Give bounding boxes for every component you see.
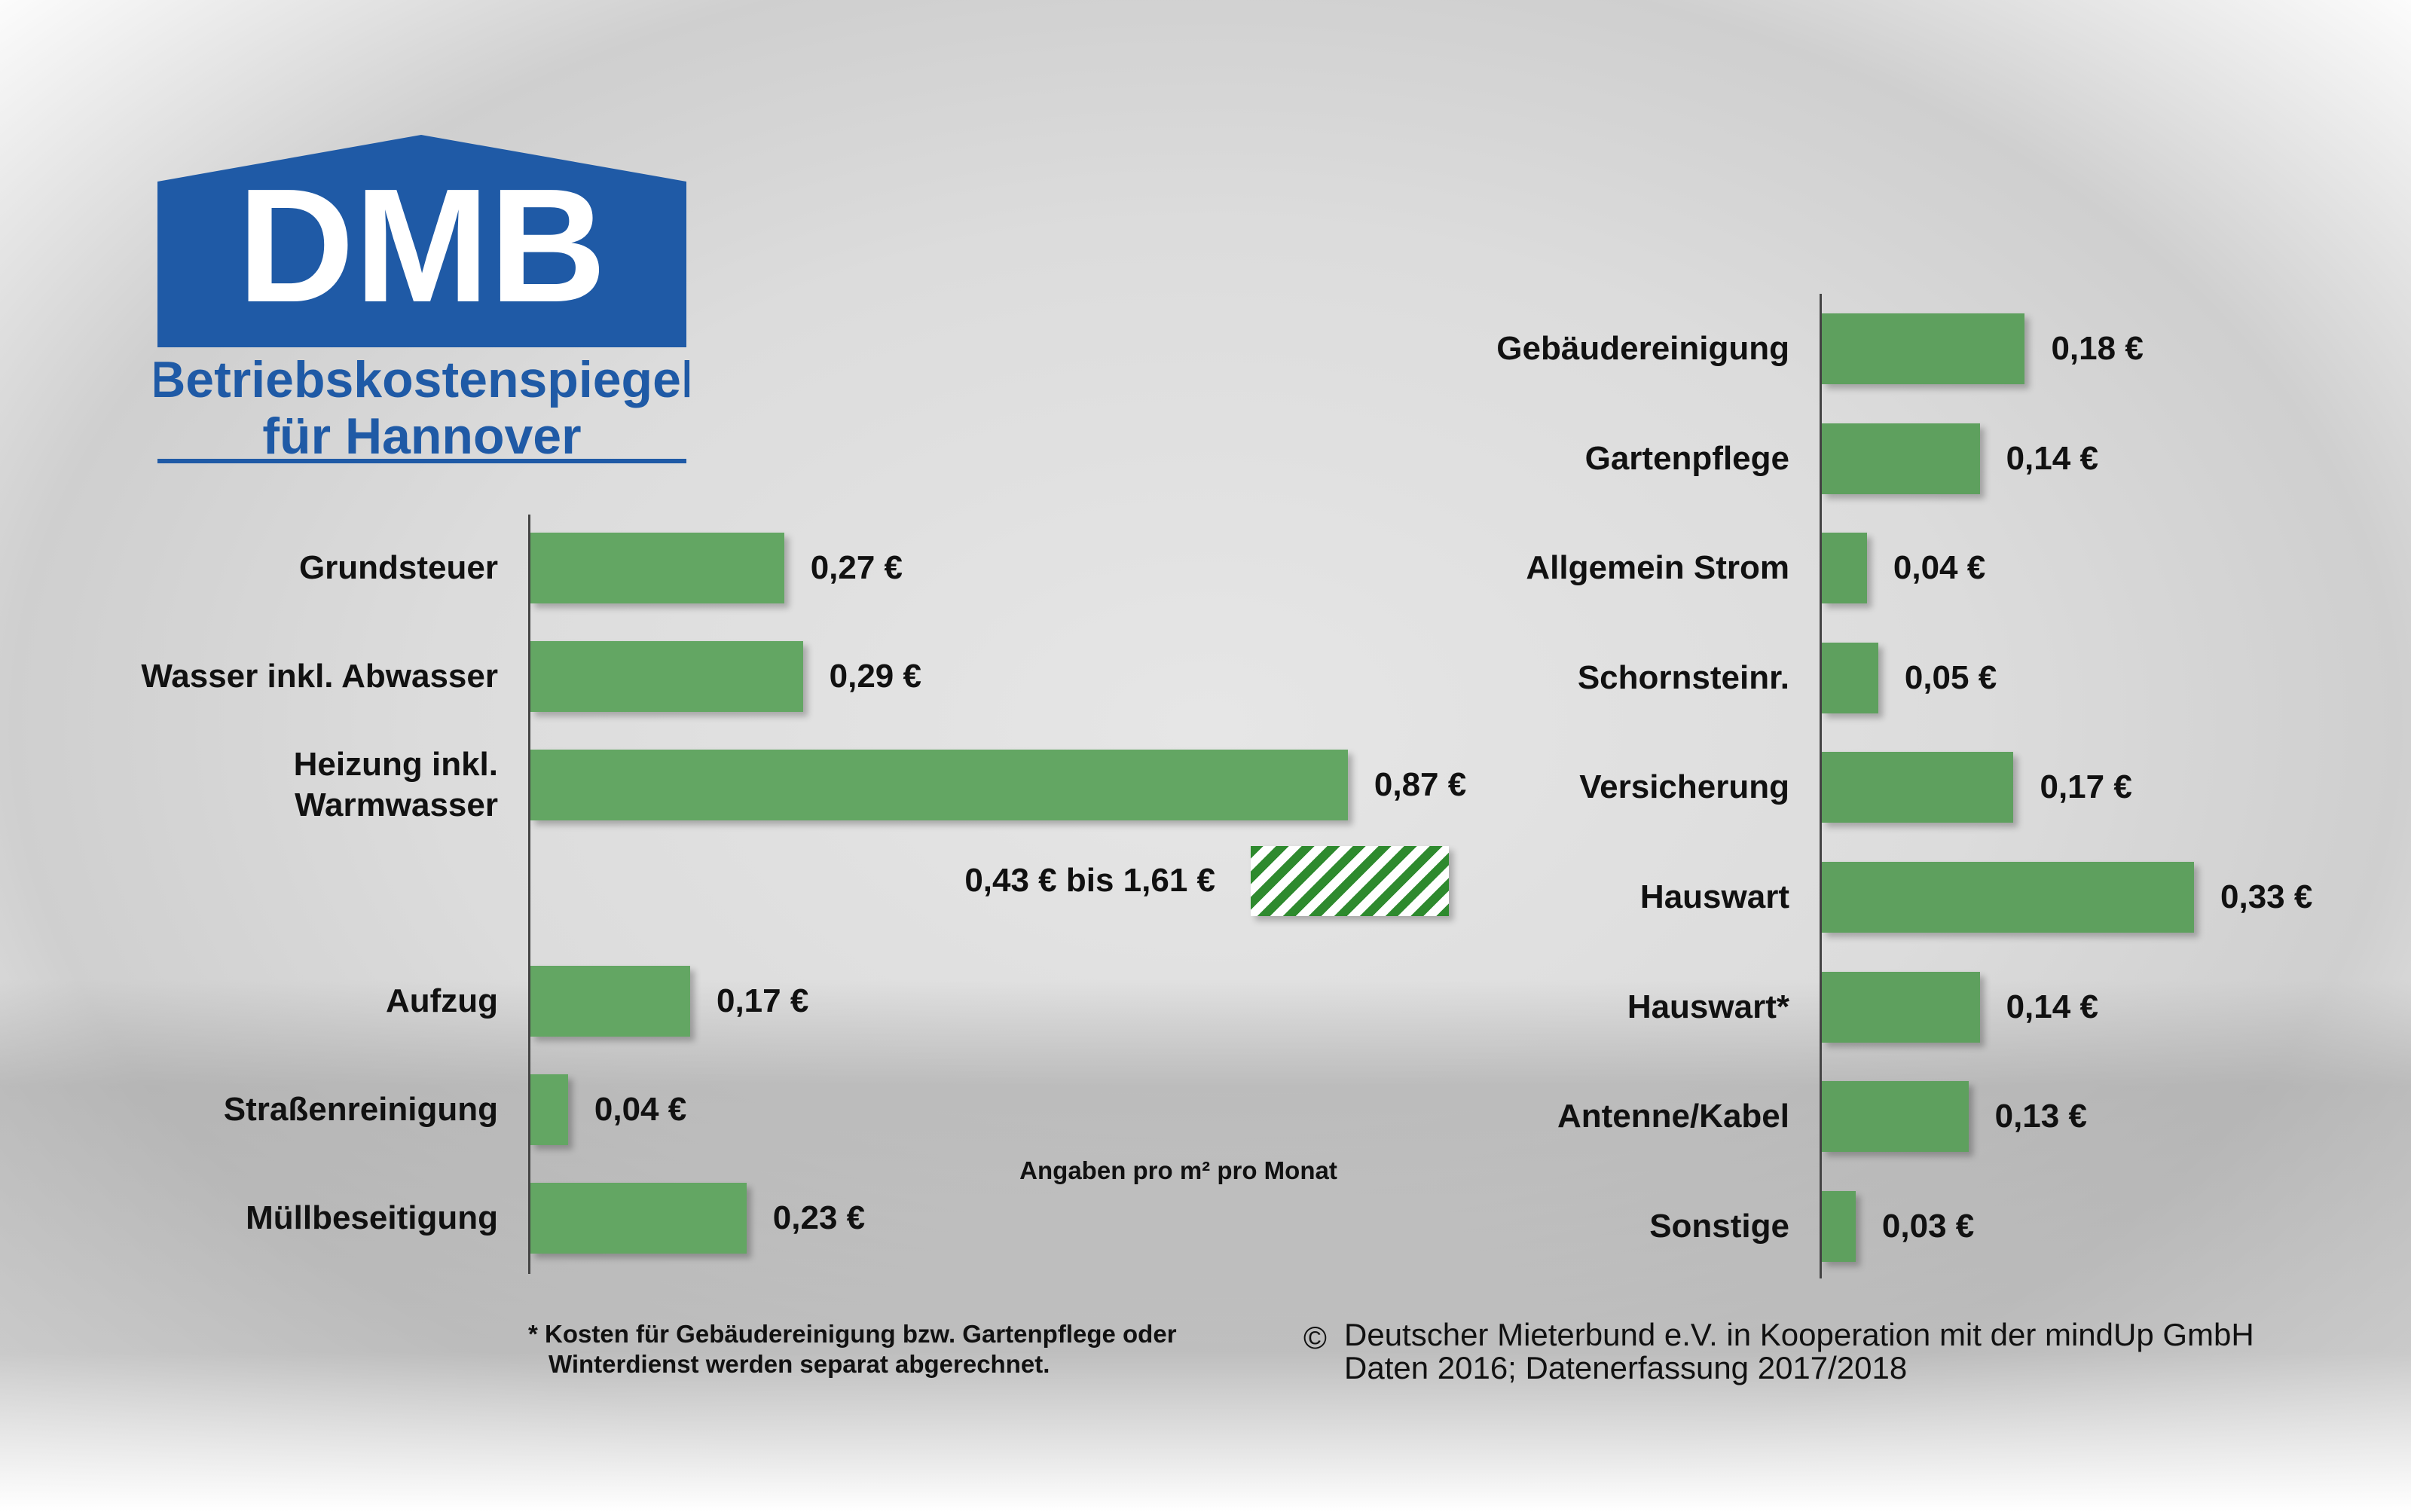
- category-label: Gartenpflege: [1584, 439, 1789, 477]
- category-label: Müllbeseitigung: [246, 1199, 498, 1236]
- value-label: 0,13 €: [1994, 1098, 2087, 1135]
- category-label: Wasser inkl. Abwasser: [141, 658, 498, 695]
- bar: [530, 1074, 568, 1145]
- category-label: Sonstige: [1649, 1207, 1789, 1245]
- category-label: Versicherung: [1579, 768, 1789, 806]
- logo-title: Betriebskostenspiegel: [154, 351, 689, 408]
- bar: [1822, 313, 2025, 384]
- category-label: Grundsteuer: [298, 549, 498, 586]
- category-label: Allgemein Strom: [1526, 549, 1789, 587]
- value-label: 0,14 €: [2006, 439, 2098, 477]
- background-roof: [0, 979, 2411, 1512]
- bar: [1822, 423, 1980, 494]
- bar: [1822, 752, 2014, 823]
- logo-subtitle: für Hannover: [262, 408, 581, 465]
- value-label: 0,27 €: [810, 549, 903, 586]
- value-label: 0,23 €: [772, 1199, 866, 1236]
- logo: DMB Betriebskostenspiegel für Hannover: [154, 135, 689, 465]
- bar: [1822, 1081, 1969, 1153]
- category-label: Schornsteinr.: [1577, 658, 1789, 696]
- value-label: 0,29 €: [829, 658, 921, 695]
- copyright-symbol: ©: [1303, 1320, 1327, 1355]
- bar: [1822, 971, 1980, 1043]
- value-label: 0,18 €: [2051, 330, 2144, 367]
- bar: [1822, 1190, 1856, 1262]
- category-label: Hauswart*: [1627, 988, 1789, 1025]
- logo-underline: [157, 459, 686, 463]
- bar: [1822, 642, 1878, 713]
- source-line: Deutscher Mieterbund e.V. in Kooperation…: [1344, 1317, 2254, 1352]
- category-label: Aufzug: [385, 982, 498, 1019]
- value-label: 0,05 €: [1904, 658, 1997, 696]
- category-label: Heizung inkl. Warmwasser: [293, 746, 498, 823]
- value-label: 0,33 €: [2220, 878, 2313, 915]
- bar: [530, 1183, 747, 1254]
- range-annotation: 0,43 € bis 1,61 €: [964, 862, 1215, 899]
- logo-text: DMB: [237, 154, 607, 336]
- footnote-line: Winterdienst werden separat abgerechnet.: [549, 1350, 1050, 1378]
- value-label: 0,17 €: [2040, 768, 2132, 806]
- bar: [530, 641, 803, 712]
- source-line: Daten 2016; Datenerfassung 2017/2018: [1344, 1350, 1908, 1385]
- category-label: Straßenreinigung: [223, 1091, 498, 1128]
- value-label: 0,04 €: [594, 1091, 687, 1128]
- bar: [1822, 533, 1867, 604]
- value-label: 0,14 €: [2006, 988, 2098, 1025]
- bar: [530, 750, 1348, 820]
- bar: [530, 966, 690, 1037]
- range-swatch: [1251, 846, 1449, 916]
- value-label: 0,04 €: [1893, 549, 1986, 587]
- unit-note: Angaben pro m² pro Monat: [1019, 1156, 1337, 1184]
- value-label: 0,03 €: [1881, 1207, 1975, 1245]
- value-label: 0,87 €: [1374, 766, 1467, 803]
- axis-line: [528, 515, 530, 1274]
- bar: [1822, 862, 2194, 933]
- category-label: Antenne/Kabel: [1557, 1098, 1789, 1135]
- logo-house: [157, 135, 686, 347]
- category-label: Gebäudereinigung: [1496, 330, 1789, 367]
- bar: [530, 533, 784, 603]
- footnote-line: * Kosten für Gebäudereinigung bzw. Garte…: [528, 1320, 1177, 1348]
- value-label: 0,17 €: [716, 982, 809, 1019]
- category-label: Hauswart: [1639, 878, 1789, 915]
- axis-line: [1820, 294, 1822, 1278]
